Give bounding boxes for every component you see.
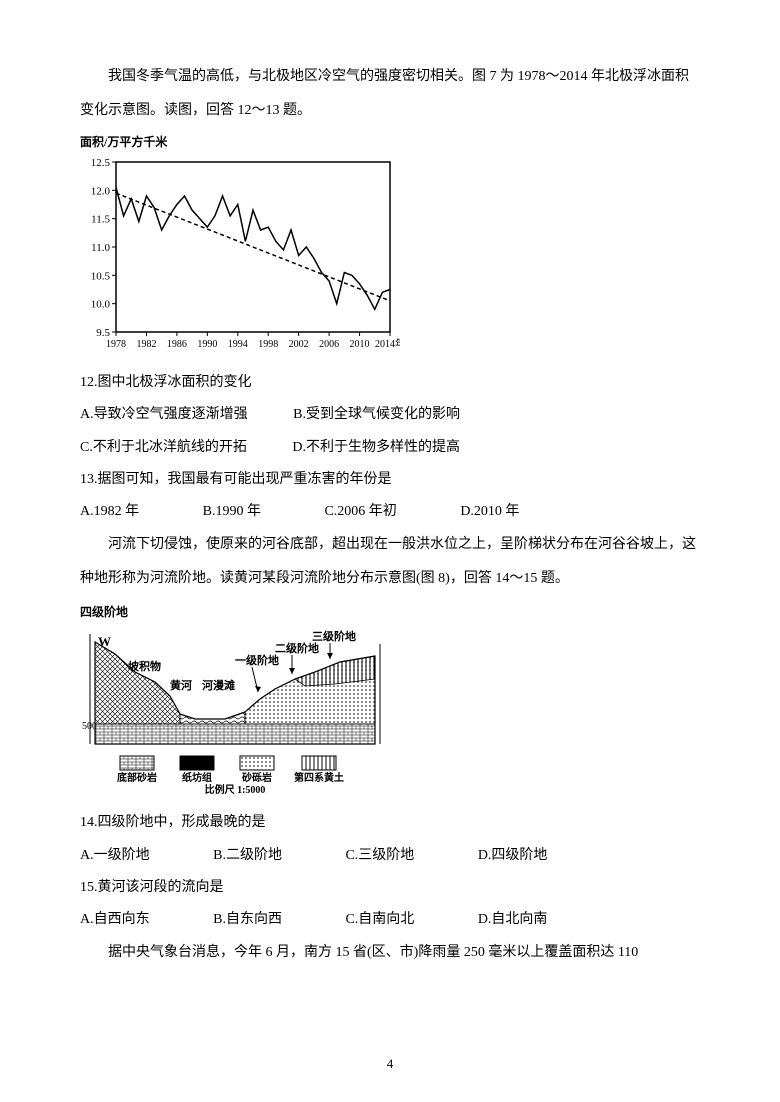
q12-options-row-1: A.导致冷空气强度逐渐增强 B.受到全球气候变化的影响: [80, 399, 700, 431]
svg-text:比例尺 1:5000: 比例尺 1:5000: [205, 783, 266, 794]
line-chart-figure-7: 9.5 10.0 10.5 11.0 11.5 12.0 12.5 1978 1982 1986 1…: [80, 154, 700, 359]
svg-text:砂砾岩: 砂砾岩: [241, 771, 272, 784]
svg-text:1986: 1986: [167, 339, 187, 350]
svg-text:12.0: 12.0: [91, 186, 111, 198]
q14-stem: 14.四级阶地中，形成最晚的是: [80, 807, 700, 839]
intro-paragraph-1: 我国冬季气温的高低，与北极地区冷空气的强度密切相关。图 7 为 1978～201…: [80, 60, 700, 127]
svg-text:二级阶地: 二级阶地: [275, 641, 319, 655]
svg-text:2010: 2010: [350, 339, 370, 350]
svg-text:2006: 2006: [319, 339, 339, 350]
svg-text:1994: 1994: [228, 339, 248, 350]
q15-option-d: D.自北向南: [478, 904, 548, 936]
q15-option-b: B.自东向西: [213, 904, 282, 936]
q15-options: A.自西向东 B.自东向西 C.自南向北 D.自北向南: [80, 904, 700, 936]
svg-text:2002: 2002: [289, 339, 309, 350]
q15-option-a: A.自西向东: [80, 904, 150, 936]
intro-paragraph-2: 河流下切侵蚀，使原来的河谷底部，超出现在一般洪水位之上，呈阶梯状分布在河谷谷坡上…: [80, 528, 700, 595]
svg-text:12.5: 12.5: [91, 157, 111, 169]
q13-option-c: C.2006 年初: [324, 496, 396, 528]
chart-y-axis-label: 面积/万平方千米: [80, 133, 700, 150]
svg-text:1982: 1982: [136, 339, 156, 350]
svg-text:底部砂岩: 底部砂岩: [117, 771, 157, 784]
svg-text:黄河: 黄河: [170, 678, 192, 692]
q14-option-b: B.二级阶地: [213, 840, 282, 872]
q15-option-c: C.自南向北: [345, 904, 414, 936]
q14-options: A.一级阶地 B.二级阶地 C.三级阶地 D.四级阶地: [80, 840, 700, 872]
q15-stem: 15.黄河该河段的流向是: [80, 872, 700, 904]
svg-text:纸坊组: 纸坊组: [182, 771, 212, 784]
svg-text:河漫滩: 河漫滩: [202, 678, 235, 692]
q12-option-a: A.导致冷空气强度逐渐增强: [80, 399, 248, 431]
svg-text:2014年: 2014年: [375, 337, 400, 350]
svg-text:10.5: 10.5: [91, 271, 111, 283]
svg-text:一级阶地: 一级阶地: [235, 653, 279, 667]
q12-option-b: B.受到全球气候变化的影响: [293, 399, 460, 431]
svg-text:1990: 1990: [197, 339, 217, 350]
q13-option-a: A.1982 年: [80, 496, 139, 528]
svg-text:11.5: 11.5: [91, 214, 110, 226]
diagram-svg: 500WE坡积物黄河河漫滩一级阶地二级阶地三级阶地底部砂岩纸坊组砂砾岩第四系黄土…: [80, 624, 390, 794]
q12-option-c: C.不利于北冰洋航线的开拓: [80, 432, 247, 464]
line-chart-svg: 9.5 10.0 10.5 11.0 11.5 12.0 12.5 1978 1982 1986 1…: [80, 154, 400, 354]
q12-stem: 12.图中北极浮冰面积的变化: [80, 367, 700, 399]
q12-options-row-2: C.不利于北冰洋航线的开拓 D.不利于生物多样性的提高: [80, 432, 700, 464]
page-number: 4: [387, 1056, 394, 1072]
svg-text:9.5: 9.5: [96, 327, 110, 339]
q14-option-a: A.一级阶地: [80, 840, 150, 872]
svg-text:10.0: 10.0: [91, 299, 111, 311]
q13-options: A.1982 年 B.1990 年 C.2006 年初 D.2010 年: [80, 496, 700, 528]
svg-text:1978: 1978: [106, 339, 126, 350]
cross-section-figure-8: 500WE坡积物黄河河漫滩一级阶地二级阶地三级阶地底部砂岩纸坊组砂砾岩第四系黄土…: [80, 624, 700, 799]
q13-option-d: D.2010 年: [460, 496, 519, 528]
svg-text:11.0: 11.0: [91, 242, 110, 254]
q13-option-b: B.1990 年: [203, 496, 261, 528]
q14-option-d: D.四级阶地: [478, 840, 548, 872]
svg-text:坡积物: 坡积物: [128, 659, 161, 673]
svg-text:三级阶地: 三级阶地: [312, 629, 356, 643]
intro-paragraph-3: 据中央气象台消息，今年 6 月，南方 15 省(区、市)降雨量 250 毫米以上…: [80, 936, 700, 970]
q14-option-c: C.三级阶地: [345, 840, 414, 872]
svg-text:1998: 1998: [258, 339, 278, 350]
q13-stem: 13.据图可知，我国最有可能出现严重冻害的年份是: [80, 464, 700, 496]
svg-text:第四系黄土: 第四系黄土: [294, 771, 344, 784]
diagram-top-label: 四级阶地: [80, 603, 700, 620]
q12-option-d: D.不利于生物多样性的提高: [292, 432, 460, 464]
